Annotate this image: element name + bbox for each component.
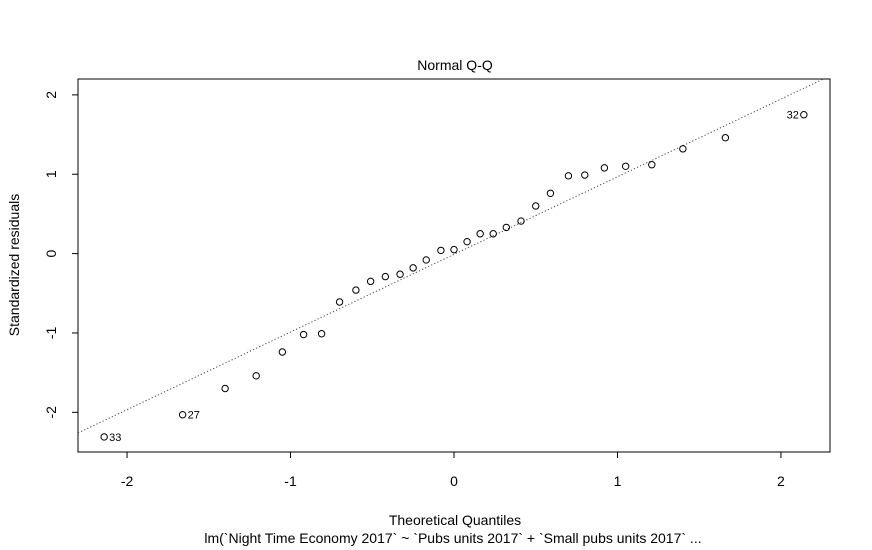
data-point (476, 230, 484, 238)
data-point (648, 161, 656, 169)
data-point (221, 384, 229, 393)
data-point (381, 272, 390, 281)
data-point (721, 134, 730, 142)
data-point (252, 372, 260, 380)
plot-box (77, 78, 831, 453)
point-label: 27 (188, 410, 200, 422)
data-point (679, 145, 687, 153)
data-point (463, 237, 471, 246)
data-point (437, 246, 445, 255)
data-point (600, 164, 609, 172)
x-tick-label: -1 (284, 473, 297, 489)
data-point (409, 264, 417, 272)
data-point (396, 270, 404, 278)
data-point (450, 245, 458, 254)
data-point (800, 111, 808, 119)
x-tick-label: 2 (777, 473, 785, 489)
x-tick-label: -2 (121, 473, 134, 489)
data-point (422, 256, 430, 264)
data-point (532, 202, 540, 210)
y-axis-label: Standardized residuals (6, 194, 22, 336)
data-point (621, 162, 630, 170)
data-point (335, 298, 344, 306)
y-tick-label: 1 (43, 170, 59, 178)
data-point (581, 171, 589, 179)
points-layer (100, 111, 808, 441)
data-point (517, 217, 525, 225)
point-label: 33 (109, 432, 121, 444)
y-tick-label: 0 (43, 249, 59, 257)
reference-line-layer (77, 78, 824, 434)
y-tick-label: -2 (43, 406, 59, 419)
reference-line (77, 78, 824, 434)
x-axis-label: Theoretical Quantiles (389, 512, 521, 528)
data-point (546, 189, 555, 197)
y-tick-label: -1 (43, 327, 59, 340)
data-point (564, 172, 573, 180)
data-point (489, 230, 497, 238)
x-tick-label: 0 (450, 473, 458, 489)
data-point (278, 348, 287, 356)
chart-subtitle: lm(`Night Time Economy 2017` ~ `Pubs uni… (204, 530, 701, 546)
data-point (100, 433, 108, 441)
data-point (352, 286, 360, 294)
data-point (366, 277, 375, 286)
data-point (502, 223, 511, 232)
data-point (299, 330, 308, 339)
point-labels-layer: 33 27 32 (109, 110, 799, 444)
chart-title: Normal Q-Q (417, 57, 493, 73)
data-point (178, 411, 187, 419)
x-axis: -2 -1 0 1 2 (121, 452, 785, 489)
data-point (317, 330, 326, 338)
x-tick-label: 1 (614, 473, 622, 489)
y-axis: -2 -1 0 1 2 (43, 91, 78, 419)
point-label: 32 (787, 110, 799, 122)
y-tick-label: 2 (43, 91, 59, 99)
